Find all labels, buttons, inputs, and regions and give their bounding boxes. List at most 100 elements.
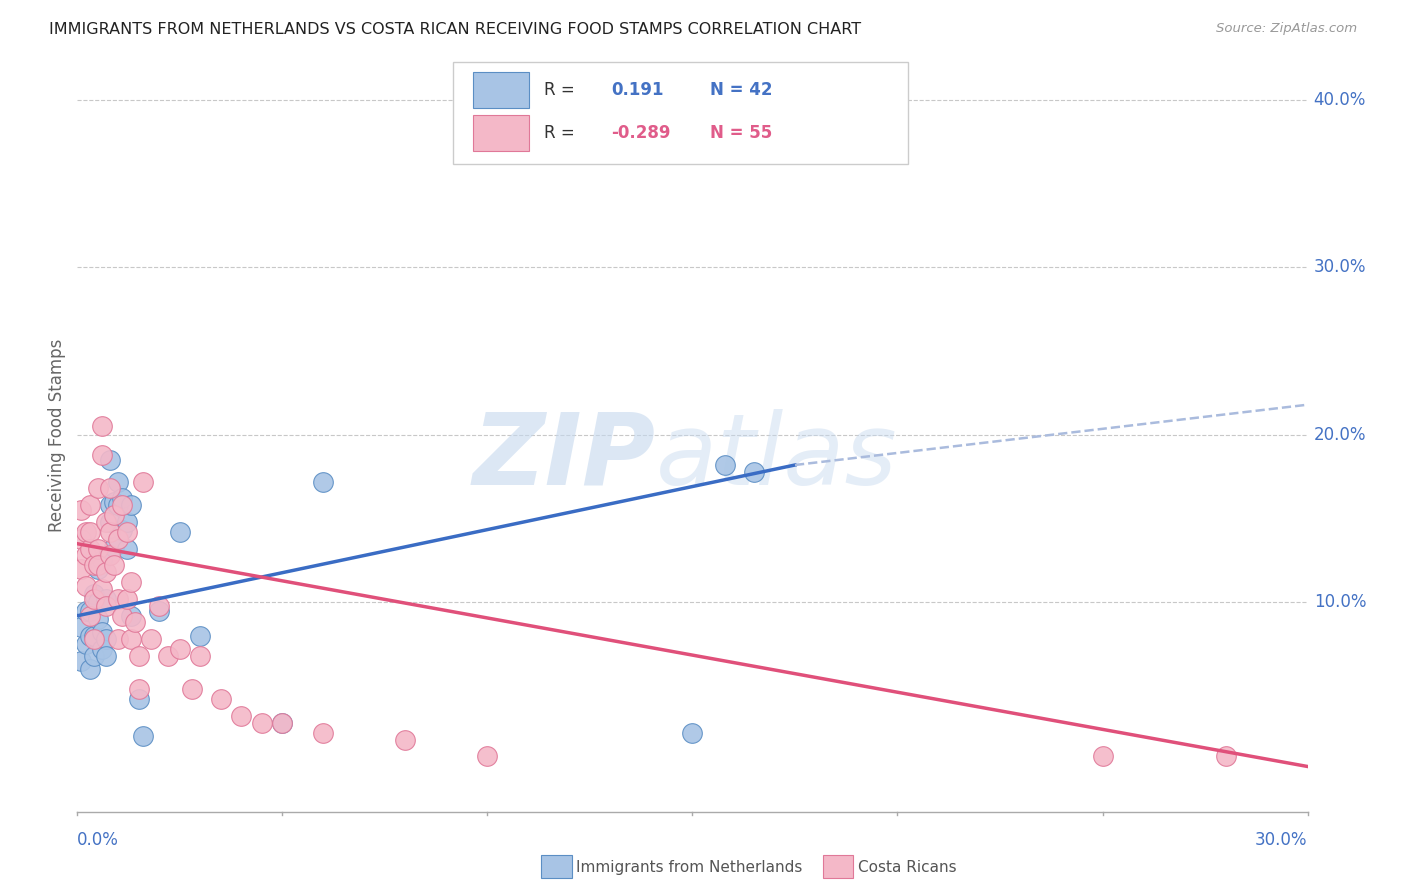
- Point: [120, 498, 142, 512]
- Point: [79, 604, 101, 618]
- Point: [209, 692, 232, 706]
- Point: [128, 682, 150, 697]
- Point: [90, 582, 114, 596]
- Point: [90, 419, 114, 434]
- Point: [120, 608, 142, 623]
- Point: [70, 532, 93, 546]
- Point: [1091, 749, 1114, 764]
- Point: [79, 498, 101, 512]
- Text: 10.0%: 10.0%: [1313, 593, 1367, 611]
- Point: [271, 715, 294, 730]
- Point: [98, 453, 121, 467]
- Point: [111, 498, 134, 512]
- Point: [132, 475, 155, 489]
- Point: [87, 558, 110, 573]
- Point: [75, 549, 97, 563]
- Point: [394, 732, 416, 747]
- Point: [132, 730, 155, 744]
- Text: atlas: atlas: [655, 409, 897, 506]
- Text: N = 42: N = 42: [710, 81, 772, 99]
- Point: [115, 515, 138, 529]
- Text: ZIP: ZIP: [472, 409, 655, 506]
- Point: [312, 726, 335, 740]
- Point: [714, 458, 737, 472]
- Text: 0.0%: 0.0%: [77, 830, 120, 848]
- Text: N = 55: N = 55: [710, 124, 772, 142]
- Point: [87, 595, 110, 609]
- Point: [79, 629, 101, 643]
- Text: 20.0%: 20.0%: [1313, 425, 1367, 444]
- Point: [231, 709, 253, 723]
- Point: [98, 498, 121, 512]
- Point: [103, 558, 125, 573]
- Text: Immigrants from Netherlands: Immigrants from Netherlands: [576, 860, 803, 874]
- Point: [75, 604, 97, 618]
- Point: [477, 749, 499, 764]
- Point: [79, 524, 101, 539]
- Point: [115, 592, 138, 607]
- Point: [124, 615, 146, 630]
- Point: [83, 629, 105, 643]
- Point: [83, 632, 105, 647]
- Point: [75, 637, 97, 651]
- Text: Costa Ricans: Costa Ricans: [858, 860, 956, 874]
- Point: [148, 599, 170, 613]
- Point: [148, 604, 170, 618]
- Point: [107, 632, 129, 647]
- Point: [94, 515, 117, 529]
- Text: 40.0%: 40.0%: [1313, 91, 1367, 109]
- Point: [75, 524, 97, 539]
- Point: [107, 592, 129, 607]
- Point: [70, 654, 93, 668]
- FancyBboxPatch shape: [474, 72, 529, 109]
- Point: [111, 608, 134, 623]
- Point: [128, 648, 150, 663]
- Text: 0.191: 0.191: [612, 81, 664, 99]
- Y-axis label: Receiving Food Stamps: Receiving Food Stamps: [48, 338, 66, 532]
- Point: [141, 632, 163, 647]
- Point: [90, 642, 114, 657]
- Point: [103, 540, 125, 554]
- Point: [1215, 749, 1237, 764]
- Point: [120, 632, 142, 647]
- Point: [107, 475, 129, 489]
- FancyBboxPatch shape: [453, 62, 908, 163]
- Point: [75, 578, 97, 592]
- Point: [107, 498, 129, 512]
- Text: 30.0%: 30.0%: [1313, 259, 1367, 277]
- Point: [115, 524, 138, 539]
- Point: [181, 682, 204, 697]
- Point: [169, 524, 191, 539]
- Point: [115, 541, 138, 556]
- Point: [94, 599, 117, 613]
- Text: R =: R =: [544, 124, 574, 142]
- Point: [128, 692, 150, 706]
- Point: [83, 648, 105, 663]
- Point: [111, 524, 134, 538]
- Text: Source: ZipAtlas.com: Source: ZipAtlas.com: [1216, 22, 1357, 36]
- Point: [83, 592, 105, 607]
- Point: [312, 475, 335, 489]
- Point: [120, 575, 142, 590]
- Point: [79, 608, 101, 623]
- Text: R =: R =: [544, 81, 574, 99]
- Point: [107, 532, 129, 546]
- Point: [271, 715, 294, 730]
- Point: [87, 482, 110, 496]
- Point: [90, 448, 114, 462]
- Point: [90, 625, 114, 640]
- Point: [94, 565, 117, 579]
- Text: 30.0%: 30.0%: [1256, 830, 1308, 848]
- Point: [98, 515, 121, 529]
- Point: [188, 629, 212, 643]
- Point: [98, 549, 121, 563]
- Point: [111, 491, 134, 506]
- Point: [250, 715, 273, 730]
- Point: [87, 562, 110, 576]
- Point: [70, 562, 93, 576]
- Point: [94, 592, 117, 607]
- Point: [103, 508, 125, 523]
- Point: [188, 648, 212, 663]
- Point: [87, 541, 110, 556]
- Point: [83, 587, 105, 601]
